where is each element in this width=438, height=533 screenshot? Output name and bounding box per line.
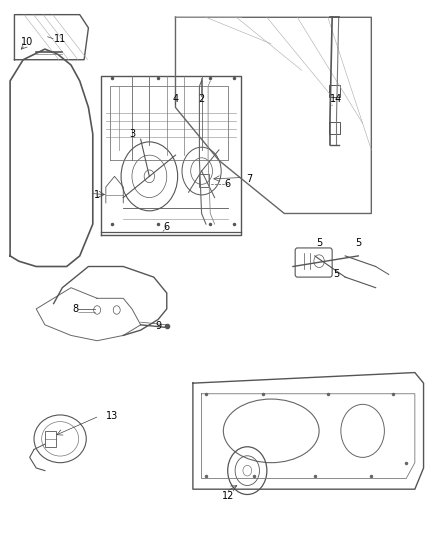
Text: 2: 2 [198,94,205,104]
Text: 3: 3 [129,129,135,139]
Text: 6: 6 [225,179,231,189]
Text: 7: 7 [246,174,253,184]
Text: 1: 1 [94,190,100,200]
Text: 5: 5 [355,238,361,248]
Text: 5: 5 [333,270,339,279]
Text: 10: 10 [21,37,34,47]
Bar [199,174,209,187]
Text: 11: 11 [54,34,66,44]
Text: 13: 13 [106,411,119,421]
Text: 4: 4 [173,94,179,104]
Text: 5: 5 [316,238,322,248]
Text: 12: 12 [222,490,234,500]
Text: 6: 6 [164,222,170,232]
Text: 14: 14 [330,94,343,104]
Bar [328,85,340,97]
Text: 9: 9 [155,321,161,331]
Bar [45,431,56,447]
Text: 8: 8 [72,304,78,314]
Bar [328,122,340,134]
